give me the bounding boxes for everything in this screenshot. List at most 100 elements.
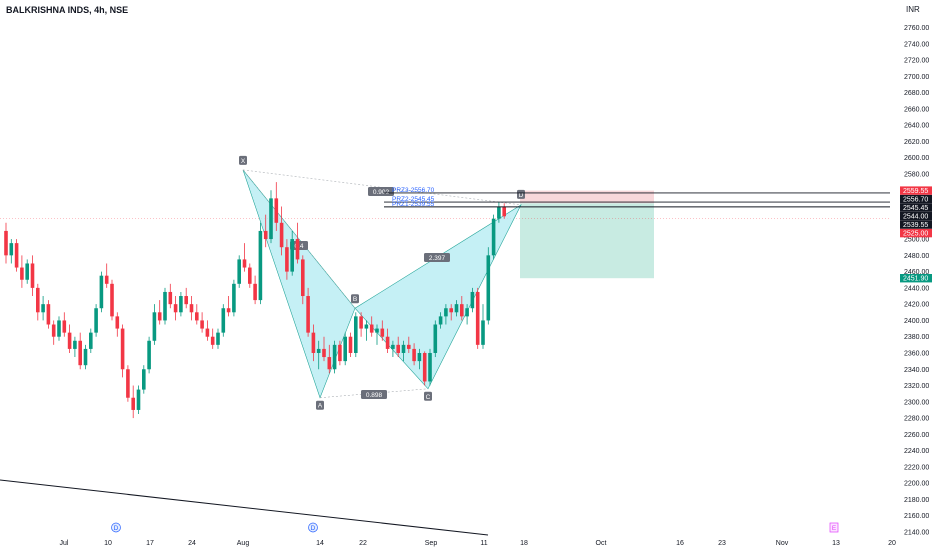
candle — [83, 344, 88, 370]
y-tick-label: 2740.00 — [904, 41, 929, 48]
candle-body — [486, 255, 491, 321]
event-bg — [829, 522, 839, 533]
candle — [142, 365, 146, 394]
candle-body — [491, 218, 496, 256]
y-tick-label: 2480.00 — [904, 253, 929, 260]
candle-body — [497, 206, 501, 219]
candle-body — [9, 243, 14, 256]
candle — [248, 263, 252, 288]
y-tick-label: 2240.00 — [904, 448, 929, 455]
candle — [359, 312, 363, 337]
event-label: D — [311, 525, 316, 532]
candle-body — [359, 316, 363, 329]
candle — [391, 340, 395, 358]
candle — [147, 336, 151, 374]
event-label: E — [832, 525, 837, 532]
candle — [184, 287, 188, 309]
price-label-bg — [900, 274, 932, 283]
price-label: 2525.00 — [900, 228, 932, 238]
candle-body — [14, 243, 19, 268]
event-marker: D — [308, 522, 318, 533]
candle — [438, 312, 443, 329]
candle — [67, 324, 72, 353]
candle-body — [481, 320, 485, 345]
candle-body — [195, 312, 199, 321]
pattern-point-label: C — [426, 394, 431, 401]
prz-label: PRZ1-2539.55 — [392, 201, 435, 208]
candle-body — [311, 332, 316, 353]
candle — [486, 247, 491, 325]
y-tick-label: 2380.00 — [904, 334, 929, 341]
candle-body — [502, 206, 506, 217]
candle-body — [285, 247, 289, 272]
price-label: 2544.00 — [900, 211, 932, 221]
ratio-bg — [361, 390, 387, 399]
candle-body — [338, 344, 342, 362]
candle-body — [57, 320, 61, 337]
candle — [173, 296, 178, 321]
price-label: 2559.55 — [900, 186, 932, 195]
candle-body — [36, 287, 40, 313]
candle — [316, 340, 321, 370]
candle — [195, 304, 199, 325]
event-label: D — [114, 525, 119, 532]
pattern-point-c: C — [424, 391, 432, 401]
ratio-value: 0.902 — [373, 189, 390, 196]
price-label-bg — [900, 203, 932, 212]
candle-body — [460, 304, 464, 317]
event-marker: E — [829, 522, 839, 533]
candle-body — [475, 291, 480, 345]
candle — [216, 328, 220, 349]
candle — [4, 222, 8, 264]
candle — [301, 255, 305, 305]
x-tick-label: 23 — [718, 540, 726, 547]
y-tick-label: 2140.00 — [904, 530, 929, 537]
candle — [89, 328, 93, 353]
price-label-bg — [900, 228, 932, 238]
candle — [285, 239, 289, 280]
y-tick-label: 2680.00 — [904, 90, 929, 97]
candle — [242, 243, 247, 272]
y-tick-label: 2500.00 — [904, 237, 929, 244]
event-bg — [111, 522, 121, 533]
candle-body — [396, 344, 400, 353]
y-tick-label: 2700.00 — [904, 74, 929, 81]
pattern-point-label: A — [318, 403, 323, 410]
candle-body — [290, 239, 294, 272]
candle — [412, 343, 416, 366]
pattern-point-bg — [351, 294, 359, 304]
candle — [120, 324, 125, 378]
candle-body — [258, 230, 263, 301]
candle — [237, 255, 241, 288]
x-tick-label: Nov — [776, 540, 789, 547]
candle — [497, 202, 501, 223]
y-tick-label: 2620.00 — [904, 139, 929, 146]
x-tick-label: 13 — [832, 540, 840, 547]
candle — [221, 304, 226, 337]
candle — [396, 336, 400, 358]
event-marker: D — [111, 522, 121, 533]
price-label: 2451.90 — [900, 274, 932, 283]
y-tick-label: 2460.00 — [904, 269, 929, 276]
candle-body — [412, 348, 416, 362]
candle — [274, 182, 279, 231]
candle — [401, 340, 406, 362]
y-tick-label: 2400.00 — [904, 318, 929, 325]
candle-body — [343, 336, 347, 362]
candle — [179, 291, 183, 317]
candle-body — [136, 389, 141, 410]
candle — [322, 336, 326, 362]
price-label-text: 2539.55 — [903, 222, 928, 229]
candle-body — [332, 344, 337, 370]
candle — [136, 385, 141, 415]
candle — [475, 287, 480, 349]
ratio-bg — [368, 187, 394, 196]
candle-body — [433, 324, 438, 353]
price-label-text: 2545.45 — [903, 205, 928, 212]
y-tick-label: 2760.00 — [904, 25, 929, 32]
price-label: 2539.55 — [900, 220, 932, 229]
